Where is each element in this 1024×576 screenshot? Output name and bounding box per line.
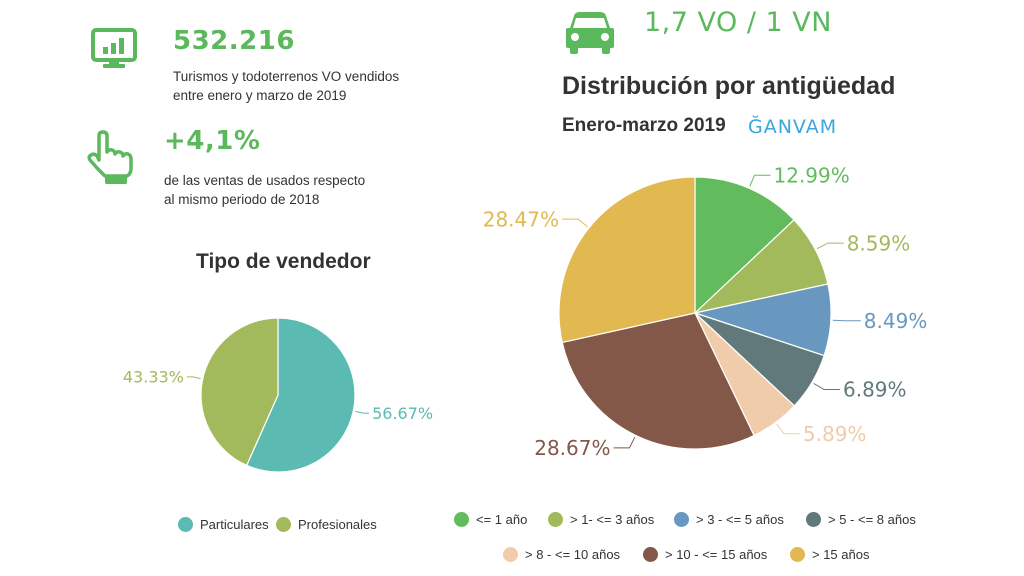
pie-value-label: 28.67% <box>534 436 610 460</box>
chart-age-legend-item: > 8 - <= 10 años <box>503 547 620 562</box>
chart-age-legend-item: > 15 años <box>790 547 869 562</box>
chart-age-legend-item: > 1- <= 3 años <box>548 512 654 527</box>
pie-slice <box>200 317 279 467</box>
stat-growth-desc-2: al mismo periodo de 2018 <box>164 192 320 207</box>
ganvam-logo: ĞANVAM <box>748 116 838 138</box>
leader-line <box>776 423 800 435</box>
pie-value-label: 43.33% <box>123 368 184 387</box>
pie-value-label: 6.89% <box>843 378 907 402</box>
leader-line <box>749 174 771 187</box>
stat-sales-desc-1: Turismos y todoterrenos VO vendidos <box>173 69 400 84</box>
legend-label: > 3 - <= 5 años <box>696 512 784 527</box>
ratio-value: 1,7 VO / 1 VN <box>644 7 832 38</box>
pie-slice <box>694 176 795 315</box>
stat-growth-value: +4,1% <box>164 126 261 156</box>
legend-label: > 5 - <= 8 años <box>828 512 916 527</box>
legend-swatch <box>178 517 193 532</box>
pie-value-label: 8.59% <box>847 231 911 255</box>
chart-seller-legend-item: Particulares <box>178 517 269 532</box>
leader-line <box>832 319 861 322</box>
leader-line <box>816 242 844 250</box>
pie-slice <box>561 312 755 450</box>
legend-swatch <box>790 547 805 562</box>
chart-age-title: Distribución por antigüedad <box>562 72 896 100</box>
pie-value-label: 56.67% <box>372 404 433 423</box>
pie-slice <box>245 317 356 473</box>
leader-line <box>813 382 840 390</box>
hand-pointer-icon <box>87 130 133 184</box>
chart-age-legend-item: > 10 - <= 15 años <box>643 547 767 562</box>
stat-sales-value: 532.216 <box>173 26 295 56</box>
chart-age-legend-item: <= 1 año <box>454 512 527 527</box>
chart-age-pie: 12.99% 8.59% 8.49% 6.89% 5.89% 28.67% 28.47% <box>483 164 928 461</box>
stat-sales-desc-2: entre enero y marzo de 2019 <box>173 88 347 103</box>
legend-swatch <box>643 547 658 562</box>
leader-line <box>613 436 636 449</box>
leader-line <box>562 218 588 227</box>
chart-seller-legend-item: Profesionales <box>276 517 377 532</box>
legend-swatch <box>454 512 469 527</box>
legend-label: > 10 - <= 15 años <box>665 547 768 562</box>
legend-label: > 8 - <= 10 años <box>525 547 621 562</box>
stat-growth: +4,1% de las ventas de usados respecto a… <box>85 126 425 216</box>
leader-line <box>186 376 201 380</box>
chart-age-legend-item: > 3 - <= 5 años <box>674 512 784 527</box>
legend-label: > 1- <= 3 años <box>570 512 655 527</box>
chart-age-legend-item: > 5 - <= 8 años <box>806 512 916 527</box>
chart-seller-pie: 56.67% 43.33% <box>123 317 433 473</box>
pie-slice <box>558 176 696 344</box>
legend-swatch <box>276 517 291 532</box>
pie-value-label: 5.89% <box>803 422 867 446</box>
leader-line <box>355 410 370 414</box>
legend-label: Particulares <box>200 517 269 532</box>
legend-swatch <box>674 512 689 527</box>
legend-label: <= 1 año <box>476 512 528 527</box>
pie-value-label: 12.99% <box>774 164 850 188</box>
pie-value-label: 8.49% <box>864 309 928 333</box>
stat-sales: 532.216 Turismos y todoterrenos VO vendi… <box>90 26 430 106</box>
legend-swatch <box>503 547 518 562</box>
legend-swatch <box>548 512 563 527</box>
legend-label: Profesionales <box>298 517 377 532</box>
chart-age-subtitle: Enero-marzo 2019 <box>562 115 726 136</box>
pie-value-label: 28.47% <box>483 207 559 231</box>
monitor-chart-icon <box>91 28 137 68</box>
chart-seller-title: Tipo de vendedor <box>196 250 371 273</box>
stat-growth-desc-1: de las ventas de usados respecto <box>164 173 366 188</box>
legend-label: > 15 años <box>812 547 870 562</box>
legend-swatch <box>806 512 821 527</box>
car-icon <box>566 12 614 54</box>
